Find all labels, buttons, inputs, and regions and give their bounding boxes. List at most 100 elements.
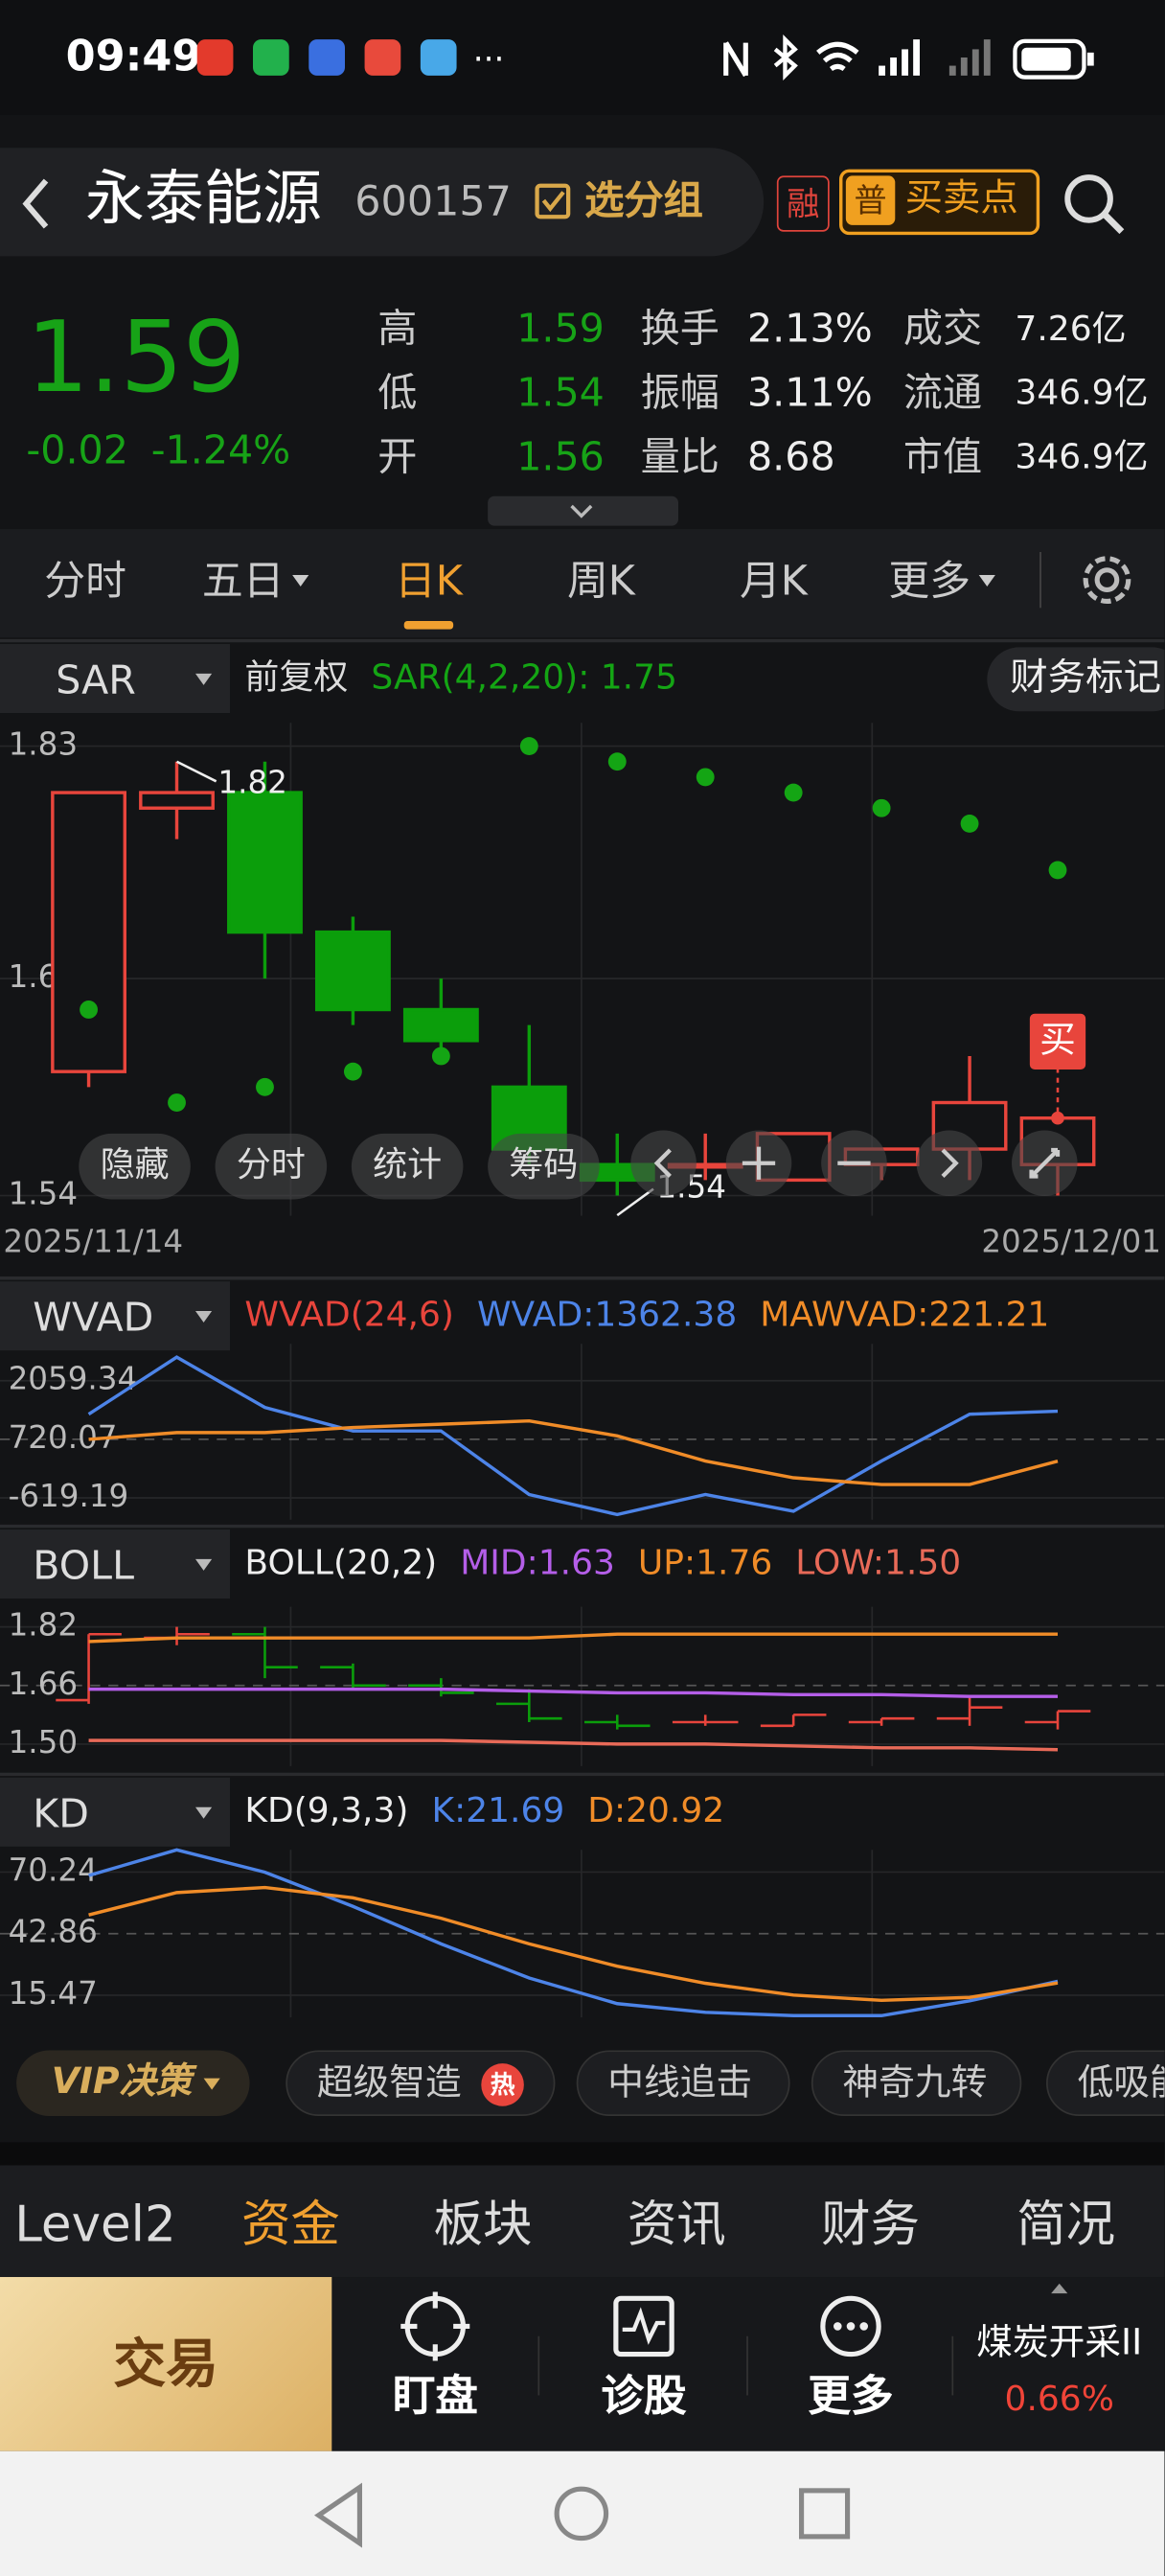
overlay-button-bg bbox=[488, 1133, 600, 1200]
status-more: ··· bbox=[472, 39, 505, 80]
group-icon[interactable] bbox=[534, 182, 573, 221]
buy-marker-box bbox=[1029, 1013, 1086, 1070]
bottom-tab[interactable]: 资金 bbox=[241, 2196, 340, 2255]
nav-back[interactable] bbox=[314, 2482, 363, 2548]
divider bbox=[0, 2142, 1165, 2166]
quote-value: 8.68 bbox=[747, 433, 835, 480]
period-tab[interactable]: 月K bbox=[739, 557, 808, 605]
zoom-control[interactable] bbox=[725, 1130, 792, 1197]
indicator-line bbox=[88, 1687, 1059, 1698]
margin-tag: 融 bbox=[776, 175, 830, 232]
strategy-chip[interactable]: 低吸能 bbox=[1046, 2050, 1165, 2117]
quote-label: 量比 bbox=[640, 433, 720, 480]
zoom-control[interactable] bbox=[630, 1130, 697, 1197]
action-item[interactable]: 更多 bbox=[808, 2372, 894, 2422]
diagnose-icon bbox=[613, 2295, 674, 2358]
buy-marker: 买 bbox=[1039, 1018, 1076, 1060]
signal-bar bbox=[902, 49, 909, 76]
overlay-button[interactable]: 筹码 bbox=[488, 1133, 600, 1200]
period-tab[interactable]: 周K bbox=[566, 557, 635, 605]
indicator-name[interactable]: WVAD bbox=[33, 1294, 154, 1341]
bottom-tab[interactable]: 资讯 bbox=[627, 2196, 726, 2255]
strategy-chip[interactable]: 中线追击 bbox=[576, 2050, 790, 2117]
search-button[interactable] bbox=[1061, 171, 1127, 237]
indicator-name[interactable]: SAR bbox=[56, 656, 136, 703]
trade-button[interactable]: 交易 bbox=[0, 2277, 332, 2451]
indicator-line bbox=[87, 1355, 1059, 1517]
nav-home[interactable] bbox=[554, 2486, 609, 2542]
sar-dot bbox=[607, 752, 627, 771]
legend-item: WVAD:1362.38 bbox=[476, 1294, 738, 1335]
check-box bbox=[535, 183, 571, 219]
overlay-button-label: 筹码 bbox=[509, 1145, 578, 1184]
sar-dot bbox=[256, 1077, 274, 1096]
overlay-button[interactable]: 统计 bbox=[351, 1133, 464, 1200]
bottom-tab[interactable]: Level2 bbox=[14, 2196, 176, 2255]
y-tick-label: 15.47 bbox=[9, 1975, 98, 2012]
y-tick-label: 2059.34 bbox=[9, 1361, 138, 1397]
stock-code: 600157 bbox=[354, 177, 512, 225]
zoom-control[interactable] bbox=[821, 1130, 887, 1197]
indicator-title: KD(9,3,3) bbox=[244, 1790, 409, 1830]
sector-name[interactable]: 煤炭开采II bbox=[976, 2323, 1143, 2364]
overlay-button-bg bbox=[351, 1133, 464, 1200]
sector-change: 0.66% bbox=[1004, 2379, 1114, 2419]
back-button[interactable] bbox=[13, 174, 59, 234]
quote-value: 1.59 bbox=[516, 305, 605, 352]
watch-cross bbox=[400, 2291, 470, 2361]
indicator-selector[interactable] bbox=[0, 1281, 231, 1351]
signal-button[interactable]: 买卖点 bbox=[904, 177, 1018, 220]
bottom-tab[interactable]: 简况 bbox=[1017, 2196, 1116, 2255]
status-icons bbox=[196, 39, 457, 76]
zoom-control-icon bbox=[1029, 1147, 1061, 1179]
zoom-control[interactable] bbox=[1012, 1130, 1078, 1197]
finance-mark-button[interactable]: 财务标记 bbox=[987, 647, 1165, 712]
quote-value: 346.9亿 bbox=[1015, 372, 1149, 412]
zoom-control-icon bbox=[653, 1148, 672, 1178]
collapse-tab[interactable] bbox=[488, 495, 679, 526]
vip-chip[interactable]: VIP决策 bbox=[16, 2050, 250, 2117]
dropdown-triangle bbox=[978, 575, 995, 587]
wifi-icon bbox=[816, 41, 859, 72]
app-icon bbox=[253, 39, 289, 76]
sar-dot bbox=[343, 1062, 362, 1081]
dropdown-triangle bbox=[195, 1311, 213, 1323]
sector-arrow bbox=[1051, 2283, 1068, 2294]
nav-recent[interactable] bbox=[799, 2488, 851, 2540]
dropdown-triangle bbox=[195, 1806, 213, 1819]
bottom-tab[interactable]: 板块 bbox=[433, 2196, 533, 2255]
period-tab[interactable]: 日K bbox=[394, 557, 463, 605]
zoom-control[interactable] bbox=[916, 1130, 983, 1197]
search-handle bbox=[1103, 213, 1125, 235]
indicator-selector[interactable] bbox=[0, 1530, 231, 1599]
overlay-button[interactable]: 隐藏 bbox=[79, 1133, 191, 1200]
candle-body bbox=[402, 1007, 479, 1043]
action-item[interactable]: 诊股 bbox=[601, 2372, 687, 2422]
action-item[interactable]: 盯盘 bbox=[392, 2372, 478, 2422]
indicator-name[interactable]: KD bbox=[33, 1790, 89, 1837]
y-tick-label: 70.24 bbox=[9, 1852, 98, 1888]
overlay-button[interactable]: 分时 bbox=[215, 1133, 328, 1200]
check-mark bbox=[541, 191, 565, 213]
period-tab[interactable]: 五日 bbox=[201, 557, 285, 605]
strategy-chip[interactable]: 神奇九转 bbox=[811, 2050, 1022, 2117]
battery bbox=[1013, 38, 1086, 80]
indicator-line bbox=[88, 1632, 1059, 1644]
settings-button[interactable] bbox=[1074, 547, 1140, 613]
nav-bar bbox=[0, 2450, 1165, 2576]
signal-bar bbox=[960, 58, 968, 76]
signal-bar bbox=[983, 39, 991, 76]
chevron bbox=[570, 504, 593, 518]
back-arrow bbox=[22, 178, 49, 229]
indicator-name[interactable]: BOLL bbox=[33, 1542, 135, 1589]
quote-value: 3.11% bbox=[747, 369, 873, 416]
nfc-icon bbox=[723, 41, 748, 78]
bottom-tab[interactable]: 财务 bbox=[821, 2196, 921, 2255]
indicator-selector[interactable] bbox=[0, 1777, 231, 1847]
indicator-selector[interactable] bbox=[0, 644, 231, 714]
period-tab[interactable]: 更多 bbox=[888, 557, 971, 605]
group-button[interactable]: 选分组 bbox=[584, 177, 703, 224]
legend-item: K:21.69 bbox=[431, 1790, 565, 1830]
period-tab[interactable]: 分时 bbox=[44, 557, 127, 605]
